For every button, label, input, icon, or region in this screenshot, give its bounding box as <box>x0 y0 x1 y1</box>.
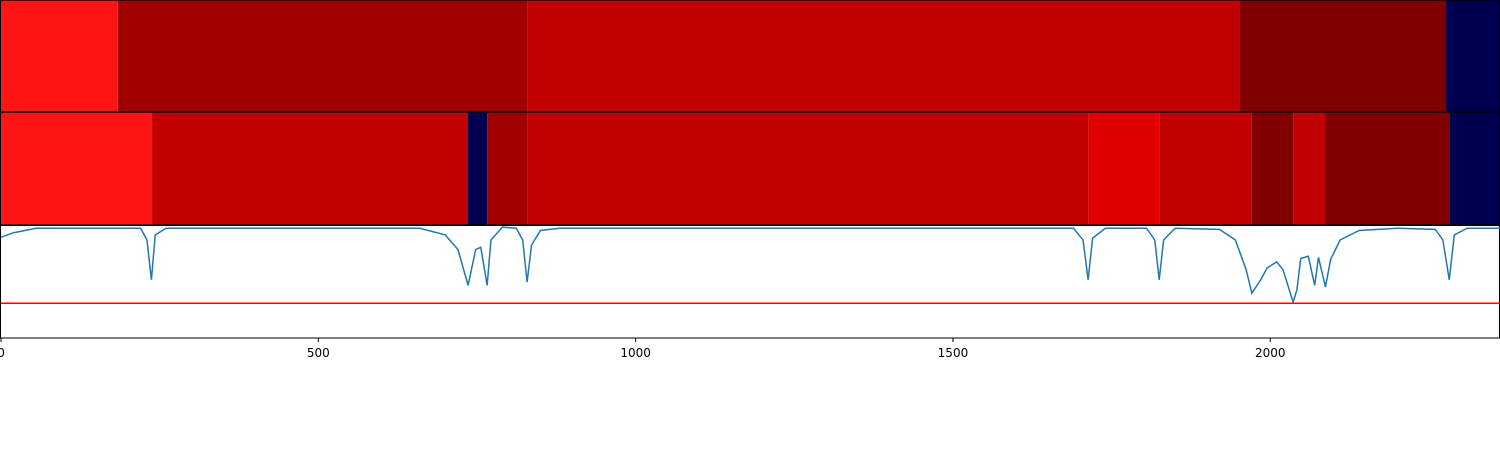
segment <box>1449 113 1500 225</box>
x-tick-label: 1500 <box>938 346 969 360</box>
segment <box>152 113 469 225</box>
segment <box>487 113 528 225</box>
x-tick-label: 1000 <box>620 346 651 360</box>
segment <box>1 113 153 225</box>
segment <box>1159 113 1252 225</box>
segment <box>1446 1 1500 112</box>
segment <box>1325 113 1450 225</box>
plot-frame <box>0 225 1500 339</box>
segment <box>1239 1 1447 112</box>
segment <box>527 113 1089 225</box>
x-tick-label: 2000 <box>1255 346 1286 360</box>
segment <box>527 1 1240 112</box>
segment <box>1 1 118 112</box>
segment <box>1293 113 1326 225</box>
segment <box>1088 113 1160 225</box>
score-line <box>0 226 1500 305</box>
segment <box>1251 113 1294 225</box>
segment <box>468 113 488 225</box>
x-tick-label: 0 <box>0 346 5 360</box>
x-tick-label: 500 <box>307 346 330 360</box>
segment <box>117 1 528 112</box>
